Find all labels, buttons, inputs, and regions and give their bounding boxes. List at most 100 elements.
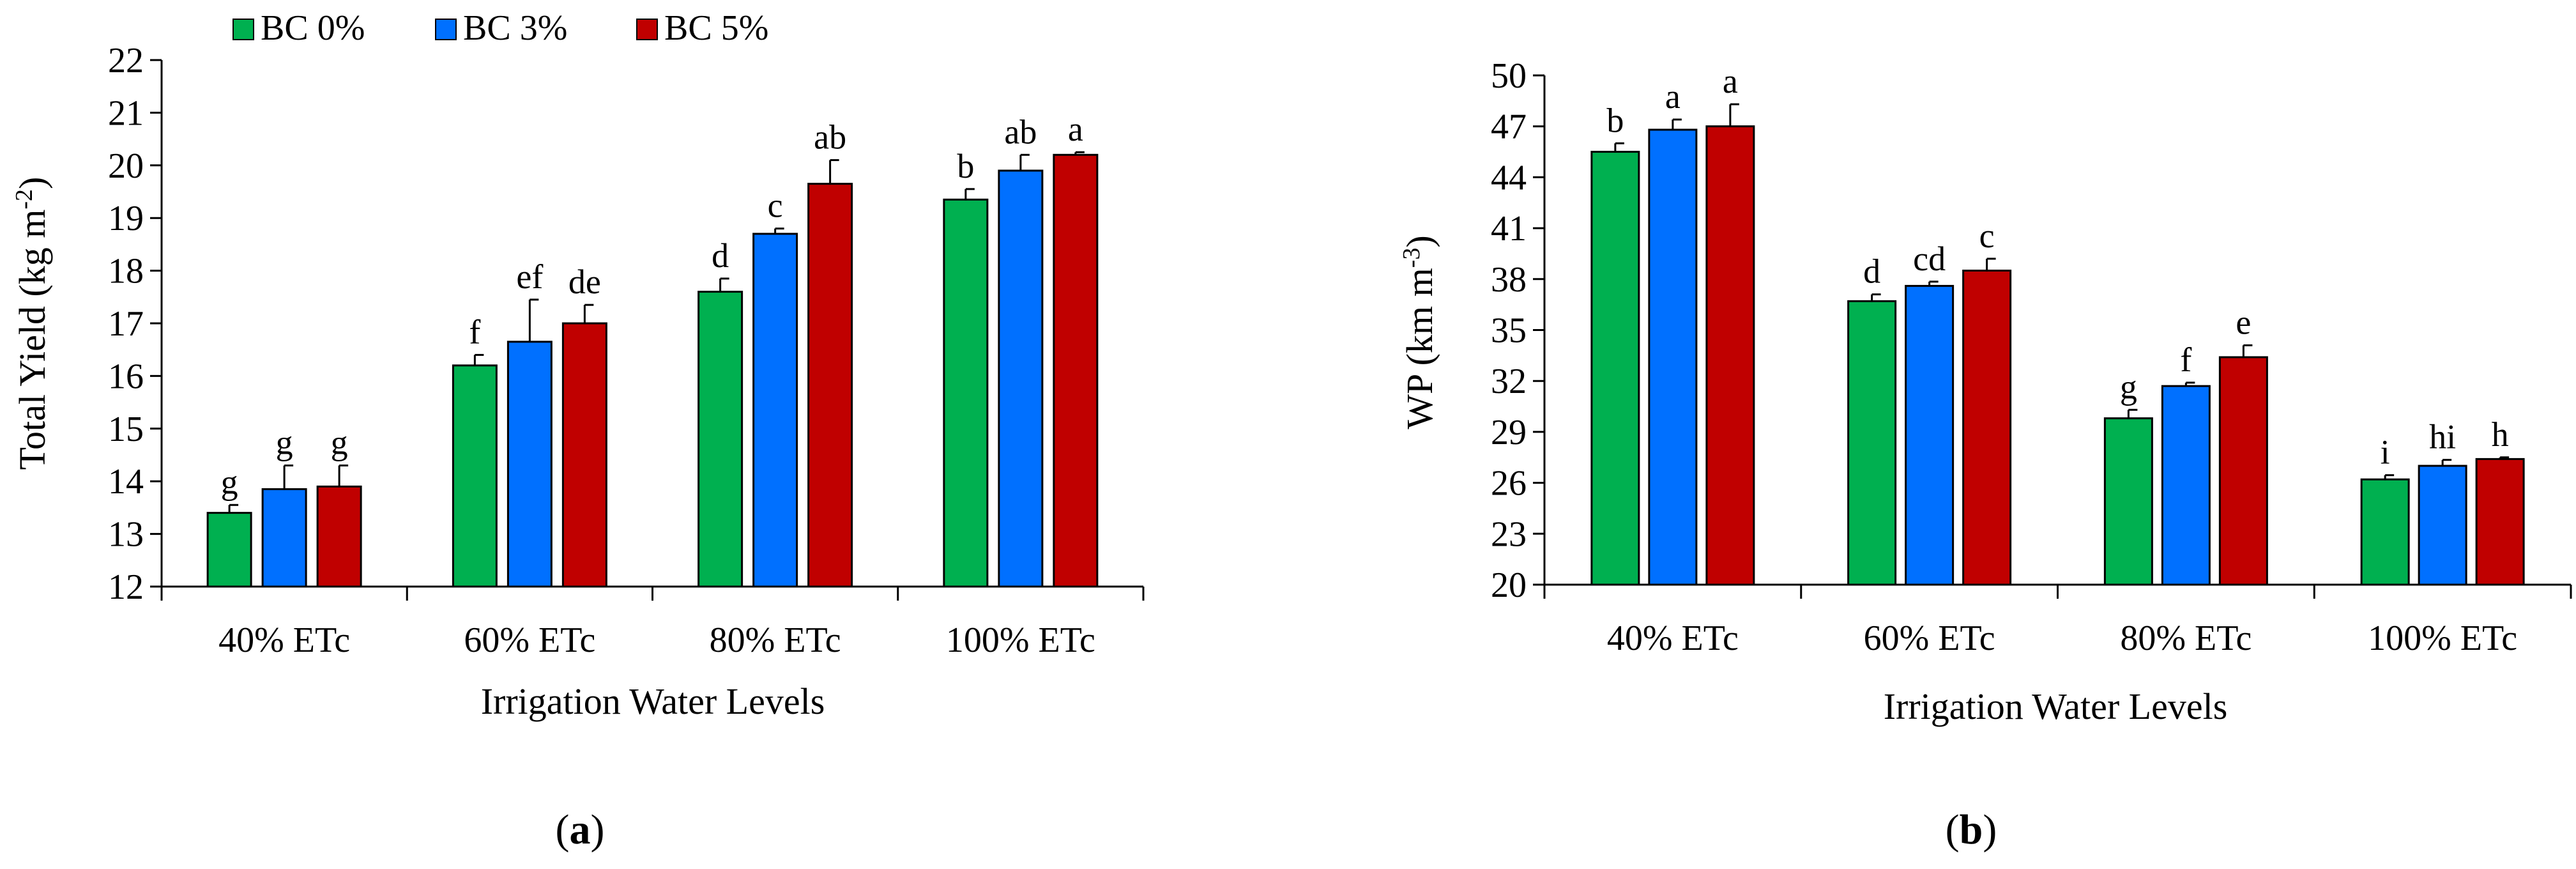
chart-b-bar — [1962, 270, 2012, 586]
chart-a-bar — [561, 322, 607, 588]
chart-b-ytick-label: 26 — [1491, 464, 1527, 504]
chart-b-data-label: g — [2120, 367, 2137, 406]
legend-swatch-bc5 — [636, 19, 658, 40]
chart-b-data-label: hi — [2429, 418, 2456, 456]
chart-b-bar — [1590, 151, 1640, 586]
chart-a-bar — [807, 183, 853, 588]
chart-a-xtick-label: 60% ETc — [464, 620, 595, 660]
chart-b-data-label: c — [1979, 217, 1995, 255]
chart-b-xticks: 40% ETc 60% ETc 80% ETc 100% ETc — [1543, 585, 2572, 658]
chart-b-ytick-label: 47 — [1491, 107, 1527, 147]
chart-a-bar — [943, 198, 989, 588]
legend-item-bc3: BC 3% — [435, 8, 567, 48]
chart-a-data-label: g — [221, 463, 238, 501]
chart-b-bars: b a a d cdc g f e i hi h — [1590, 62, 2525, 586]
chart-b-x-axis-title: Irrigation Water Levels — [1884, 686, 2228, 727]
chart-b-ytick-label: 20 — [1491, 565, 1527, 605]
chart-a-y-axis-title: Total Yield (kg m-2) — [11, 177, 53, 470]
chart-b-y-axis-title-tail: ) — [1399, 235, 1440, 247]
chart-a-bar — [752, 233, 798, 588]
legend-swatch-bc3 — [435, 19, 457, 40]
chart-a-data-label: g — [331, 423, 348, 461]
chart-b-bar — [2475, 458, 2525, 586]
chart-a-bar — [697, 291, 743, 588]
chart-b-caption-open: ( — [1946, 806, 1960, 853]
chart-a-xticks: 40% ETc 60% ETc 80% ETc 100% ETc — [160, 587, 1145, 660]
chart-a-ytick-label: 16 — [108, 357, 144, 396]
chart-a-bar — [998, 169, 1044, 588]
chart-b-caption: (b) — [1946, 806, 1997, 853]
chart-b-data-label: cd — [1913, 240, 1946, 278]
chart-b-data-label: i — [2381, 433, 2390, 472]
chart-a-xtick-label: 40% ETc — [218, 620, 350, 660]
legend-item-bc0: BC 0% — [232, 8, 365, 48]
chart-a-data-label: ef — [516, 258, 543, 296]
chart-b-xtick-label: 100% ETc — [2368, 619, 2517, 658]
chart-b-y-axis-title-main: WP (km m — [1399, 268, 1440, 429]
chart-a-ytick-label: 14 — [108, 462, 144, 502]
chart-a-data-label: a — [1068, 110, 1083, 148]
chart-a-axes — [160, 60, 1143, 588]
chart-a-ytick-label: 20 — [108, 146, 144, 186]
chart-b-data-label: b — [1606, 101, 1624, 139]
chart-a-xtick-label: 100% ETc — [946, 620, 1095, 660]
chart-a-data-label: ab — [1004, 112, 1037, 151]
chart-a-data-label: g — [276, 423, 293, 461]
chart-a-ytick-label: 19 — [108, 199, 144, 238]
chart-b-data-label: a — [1723, 62, 1738, 100]
chart-b-bar — [2161, 385, 2211, 586]
chart-a-data-label: de — [568, 263, 601, 301]
chart-a-data-label: c — [768, 187, 783, 225]
chart-a-y-axis-title-main: Total Yield (kg m — [11, 210, 53, 470]
chart-a-x-axis-title: Irrigation Water Levels — [481, 681, 825, 722]
chart-a-ytick-label: 15 — [108, 410, 144, 449]
chart-b-data-label: a — [1665, 77, 1680, 116]
chart-b-bar — [2418, 465, 2467, 586]
chart-b-bar — [1905, 284, 1955, 586]
chart-a-data-label: d — [712, 236, 729, 275]
chart-a-bar — [507, 341, 553, 588]
chart-a-bar — [261, 488, 307, 588]
chart-a-y-axis-title-sup: -2 — [11, 189, 38, 210]
chart-a-caption-letter: a — [570, 806, 591, 853]
chart-b-axes — [1543, 75, 2571, 586]
chart-b-caption-letter: b — [1960, 806, 1983, 853]
chart-a-ytick-label: 18 — [108, 252, 144, 291]
chart-b-ytick-label: 41 — [1491, 209, 1527, 249]
legend-swatch-bc0 — [232, 19, 254, 40]
chart-a-y-axis-title-tail: ) — [11, 177, 53, 189]
chart-b-bar — [1705, 125, 1755, 586]
chart-b-ytick-label: 38 — [1491, 260, 1527, 300]
chart-b: b a a d cdc g f e i hi h 20 23 26 29 32 35 38 41 44 47 50 40… — [1398, 56, 2572, 853]
legend-label-bc5: BC 5% — [664, 8, 768, 48]
chart-b-y-axis-title: WP (km m-3) — [1398, 235, 1440, 429]
chart-a-ytick-label: 21 — [108, 93, 144, 133]
chart-b-ytick-label: 50 — [1491, 56, 1527, 96]
chart-a-ytick-label: 12 — [108, 567, 144, 607]
chart-a-bar — [206, 512, 252, 588]
chart-b-bar — [1648, 128, 1698, 586]
legend-label-bc3: BC 3% — [463, 8, 567, 48]
chart-b-data-label: f — [2180, 341, 2191, 379]
legend-label-bc0: BC 0% — [261, 8, 365, 48]
chart-b-xtick-label: 80% ETc — [2120, 619, 2252, 658]
chart-b-bar — [2218, 356, 2268, 586]
chart-a-caption-open: ( — [556, 806, 570, 853]
chart-b-caption-close: ) — [1983, 806, 1997, 853]
chart-a-bar — [452, 364, 498, 588]
chart-b-y-axis-title-sup: -3 — [1398, 248, 1425, 268]
chart-a-data-label: b — [957, 147, 974, 185]
chart-b-data-label: d — [1863, 252, 1880, 291]
chart-a-caption: (a) — [556, 806, 605, 853]
legend: BC 0% BC 3% BC 5% — [232, 8, 768, 48]
chart-b-yticks: 20 23 26 29 32 35 38 41 44 47 50 — [1491, 56, 1544, 605]
legend-item-bc5: BC 5% — [636, 8, 768, 48]
chart-b-xtick-label: 40% ETc — [1607, 619, 1739, 658]
chart-b-ytick-label: 32 — [1491, 362, 1527, 401]
chart-a-bar — [1053, 153, 1099, 588]
chart-b-ytick-label: 29 — [1491, 413, 1527, 452]
chart-b-ytick-label: 35 — [1491, 311, 1527, 351]
chart-a-data-label: f — [469, 312, 480, 351]
